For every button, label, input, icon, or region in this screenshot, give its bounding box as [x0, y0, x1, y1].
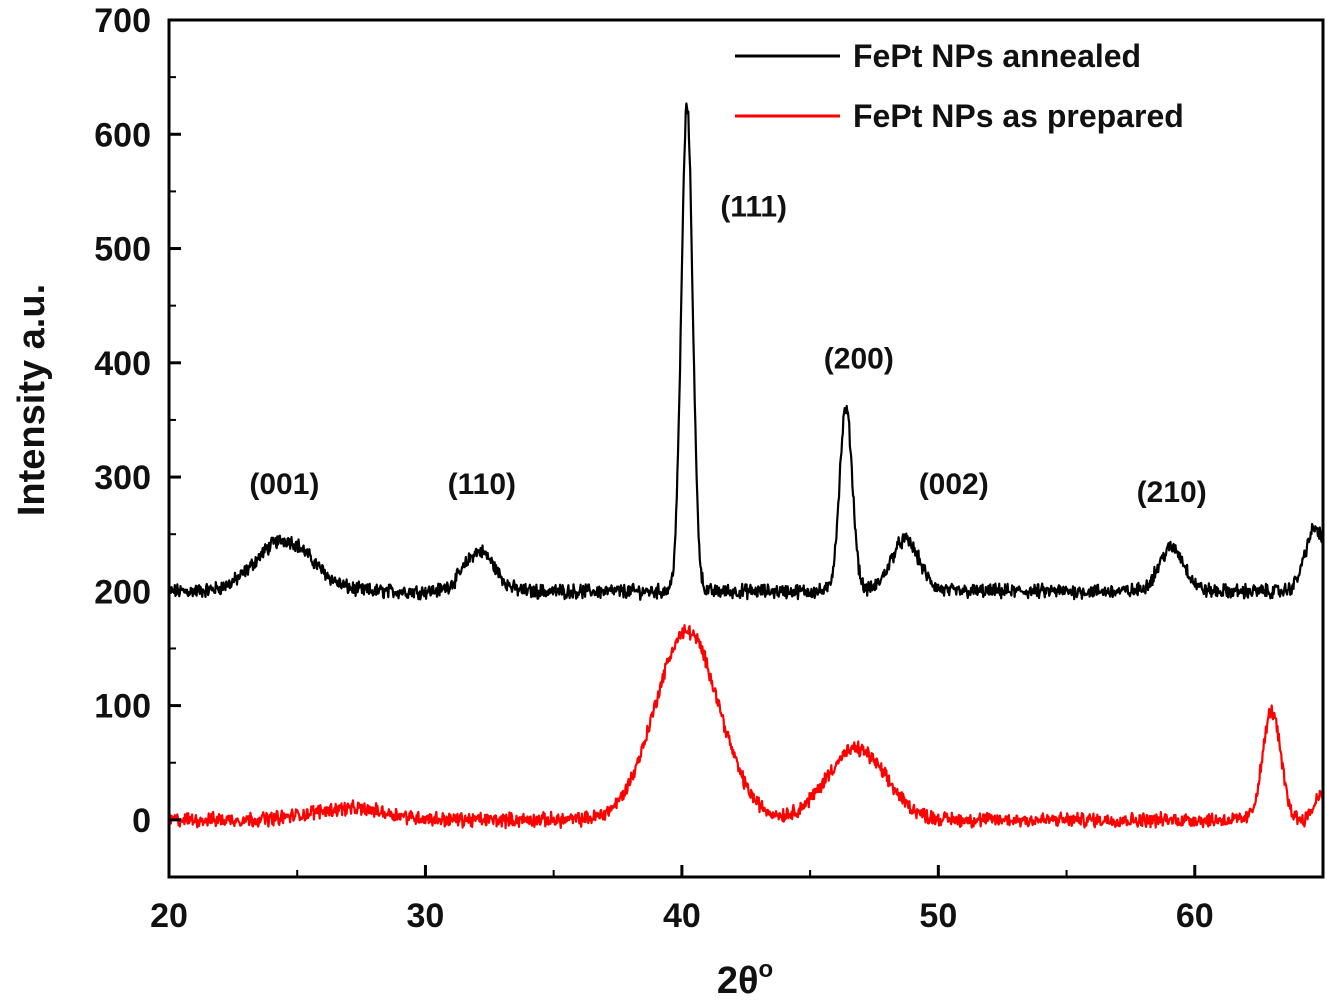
peak-label: (001): [249, 468, 319, 501]
y-tick-label: 100: [94, 688, 151, 726]
x-tick-label: 40: [663, 897, 701, 935]
x-axis-title-main: 2θ: [717, 960, 759, 1000]
x-tick-label: 60: [1176, 897, 1214, 935]
x-tick-label: 30: [407, 897, 445, 935]
x-axis-title-superscript: o: [759, 956, 774, 983]
legend: FePt NPs annealed FePt NPs as prepared: [735, 38, 1184, 134]
y-tick-label: 600: [94, 116, 151, 154]
peak-label: (111): [720, 191, 787, 224]
y-tick-label: 200: [94, 573, 151, 611]
y-tick-label: 300: [94, 459, 151, 497]
y-tick-label: 0: [132, 802, 151, 840]
x-tick-label: 50: [919, 897, 957, 935]
peak-annotations: (001) (110) (111) (200) (002) (210): [249, 191, 1206, 510]
series-line-0: [167, 102, 1325, 601]
y-axis-ticks: 0 100 200 300 400 500 600 700: [94, 2, 181, 840]
legend-label-annealed: FePt NPs annealed: [853, 38, 1141, 74]
y-axis-title: Intensity a.u.: [11, 284, 53, 516]
peak-label: (200): [824, 343, 894, 376]
peak-label: (110): [448, 468, 516, 501]
peak-label: (210): [1137, 476, 1207, 509]
y-tick-label: 500: [94, 231, 151, 269]
legend-label-as-prepared: FePt NPs as prepared: [853, 98, 1184, 134]
series-curves: [167, 102, 1325, 830]
series-line-1: [167, 624, 1324, 830]
y-tick-label: 400: [94, 345, 151, 383]
x-axis-title: 2θo: [717, 956, 773, 1000]
plot-frame: [167, 18, 1325, 879]
y-tick-label: 700: [94, 2, 151, 40]
x-axis-ticks: 20 30 40 50 60: [150, 865, 1214, 935]
peak-label: (002): [919, 468, 989, 501]
x-tick-label: 20: [150, 897, 188, 935]
